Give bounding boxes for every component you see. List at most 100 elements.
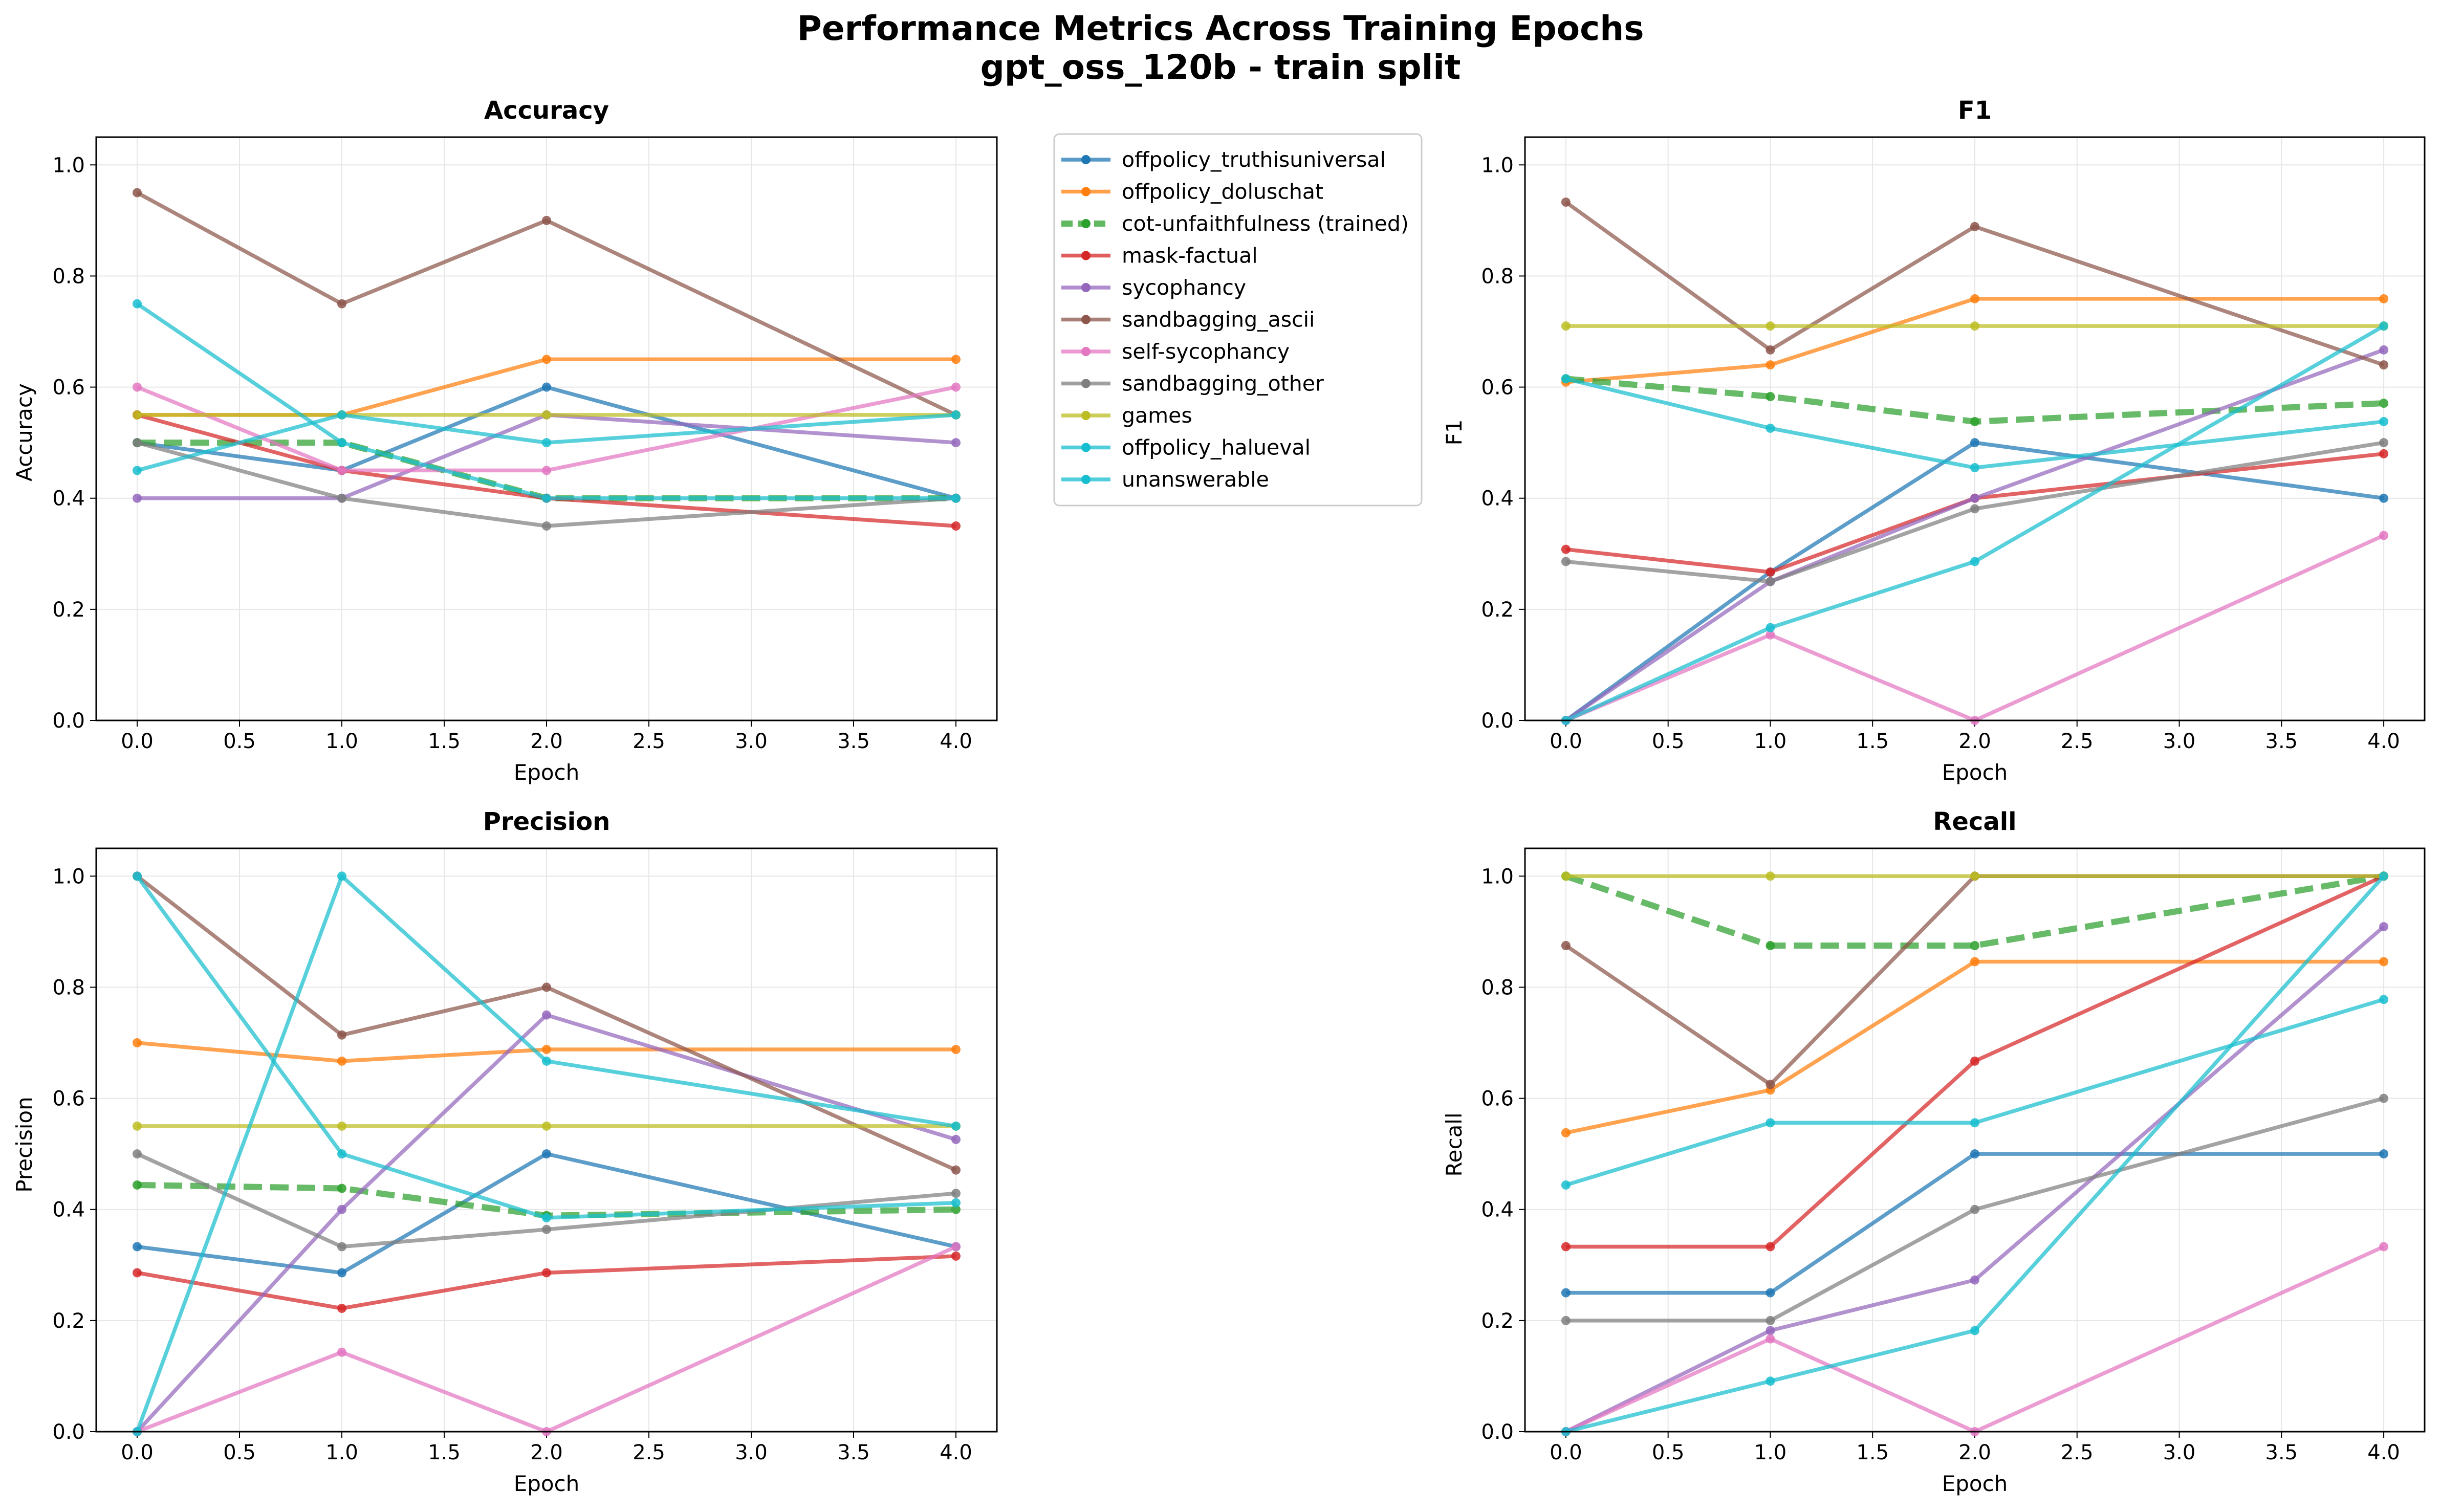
data-point bbox=[337, 1030, 346, 1040]
series-line bbox=[1565, 376, 2384, 425]
legend-label: cot-unfaithfulness (trained) bbox=[1122, 211, 1409, 236]
data-point bbox=[1766, 345, 1775, 355]
data-point bbox=[1561, 1128, 1571, 1137]
legend-item: offpolicy_doluschat bbox=[1061, 180, 1323, 204]
data-point bbox=[1970, 321, 1979, 331]
legend-marker bbox=[1081, 475, 1091, 484]
data-point bbox=[1970, 871, 1979, 881]
data-point bbox=[1766, 941, 1775, 950]
data-point bbox=[542, 1224, 551, 1234]
x-tick-label: 1.0 bbox=[1754, 1441, 1787, 1464]
data-point bbox=[1970, 1149, 1979, 1159]
legend-marker bbox=[1081, 379, 1091, 388]
data-point bbox=[133, 188, 142, 198]
x-tick-label: 1.5 bbox=[428, 1441, 461, 1464]
data-point bbox=[1561, 1316, 1571, 1325]
data-point bbox=[542, 1121, 551, 1131]
series-line bbox=[1565, 1096, 2385, 1323]
data-point bbox=[2379, 957, 2389, 967]
data-point bbox=[2379, 438, 2389, 448]
y-tick-label: 1.0 bbox=[1481, 865, 1514, 888]
data-point bbox=[337, 1268, 346, 1278]
data-point bbox=[133, 438, 142, 448]
data-point bbox=[1970, 1204, 1979, 1214]
series-line bbox=[137, 441, 956, 528]
data-point bbox=[2379, 360, 2389, 370]
data-point bbox=[951, 521, 961, 531]
x-tick-label: 3.5 bbox=[837, 730, 870, 753]
y-tick-label: 0.6 bbox=[52, 1087, 85, 1111]
x-tick-label: 2.5 bbox=[2061, 1441, 2094, 1464]
data-point bbox=[1561, 198, 1571, 207]
data-point bbox=[542, 438, 551, 448]
series-line bbox=[136, 874, 957, 1172]
series-line bbox=[1564, 348, 2385, 722]
series-line bbox=[137, 413, 956, 473]
data-point bbox=[1766, 392, 1775, 402]
legend: offpolicy_truthisuniversal offpolicy_dolu… bbox=[1053, 133, 1423, 507]
x-tick-label: 4.0 bbox=[940, 730, 972, 753]
x-tick-label: 1.5 bbox=[1856, 730, 1889, 753]
data-point bbox=[951, 410, 961, 420]
data-point bbox=[1766, 567, 1775, 577]
data-point bbox=[951, 1251, 961, 1261]
data-point bbox=[337, 1149, 346, 1159]
data-point bbox=[337, 871, 346, 881]
x-axis-label: Epoch bbox=[514, 760, 580, 785]
plot-area: 0.0 0.5 1.0 1.5 2.0 2.5 3.0 3.5 4.0 0.0 0.2 0.4 0.6 0… bbox=[52, 136, 998, 753]
data-point bbox=[1766, 1334, 1775, 1344]
data-point bbox=[2379, 493, 2389, 503]
y-tick-label: 0.8 bbox=[1481, 265, 1514, 288]
data-point bbox=[1766, 1242, 1775, 1252]
data-point bbox=[542, 521, 551, 531]
legend-label: offpolicy_halueval bbox=[1122, 435, 1311, 460]
legend-marker bbox=[1081, 411, 1091, 420]
data-point bbox=[542, 466, 551, 475]
data-point bbox=[951, 355, 961, 364]
data-point bbox=[1561, 544, 1571, 554]
axes-frame bbox=[95, 847, 998, 1433]
data-point bbox=[951, 493, 961, 503]
legend-marker bbox=[1081, 347, 1091, 356]
data-point bbox=[1561, 557, 1571, 566]
data-point bbox=[542, 1149, 551, 1159]
data-point bbox=[542, 355, 551, 364]
x-tick-label: 3.0 bbox=[2163, 730, 2196, 753]
y-tick-label: 0.4 bbox=[52, 487, 85, 511]
data-point bbox=[1970, 294, 1979, 303]
legend-item: unanswerable bbox=[1061, 467, 1269, 492]
data-point bbox=[542, 410, 551, 420]
x-tick-label: 4.0 bbox=[2367, 730, 2400, 753]
data-point bbox=[951, 1204, 961, 1214]
data-point bbox=[542, 493, 551, 503]
data-point bbox=[337, 1184, 346, 1193]
legend-label: mask-factual bbox=[1122, 244, 1258, 268]
data-point bbox=[2379, 922, 2389, 932]
y-tick-label: 1.0 bbox=[52, 865, 85, 888]
data-point bbox=[337, 1204, 346, 1214]
legend-item: games bbox=[1061, 403, 1192, 428]
plot-area: 0.0 0.5 1.0 1.5 2.0 2.5 3.0 3.5 4.0 0.0 0.2 0.4 0.6 0… bbox=[1481, 847, 2426, 1464]
x-tick-label: 4.0 bbox=[940, 1441, 972, 1464]
data-point bbox=[1970, 557, 1979, 566]
panel-title: Recall bbox=[1933, 807, 2016, 836]
legend-label: offpolicy_truthisuniversal bbox=[1122, 147, 1386, 172]
y-tick-label: 0.0 bbox=[52, 709, 85, 733]
data-point bbox=[1970, 957, 1979, 967]
data-point bbox=[133, 382, 142, 392]
x-tick-label: 3.0 bbox=[2163, 1441, 2196, 1464]
data-point bbox=[1766, 871, 1775, 881]
series-line bbox=[1564, 873, 2385, 949]
data-point bbox=[1766, 321, 1775, 331]
data-point bbox=[133, 1268, 142, 1278]
legend-frame bbox=[1053, 133, 1423, 507]
data-point bbox=[337, 299, 346, 309]
x-tick-label: 1.0 bbox=[325, 730, 358, 753]
legend-label: self-sycophancy bbox=[1122, 339, 1290, 364]
data-point bbox=[2379, 321, 2389, 331]
legend-label: unanswerable bbox=[1122, 467, 1269, 492]
axes-frame bbox=[1524, 847, 2426, 1433]
data-point bbox=[2379, 294, 2389, 303]
series-line bbox=[1565, 997, 2385, 1187]
